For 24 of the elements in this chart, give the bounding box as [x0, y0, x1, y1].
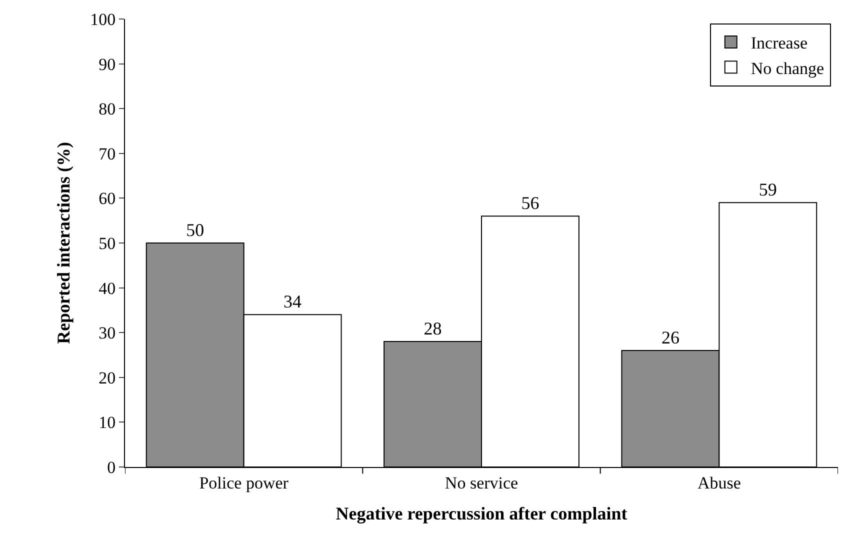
y-tick-label: 60 — [98, 189, 116, 208]
y-tick-label: 80 — [98, 100, 116, 119]
legend-label: No change — [750, 58, 824, 78]
data-label: 34 — [284, 292, 302, 312]
y-tick-label: 70 — [98, 144, 116, 164]
x-tick-label: Police power — [199, 473, 289, 492]
data-label: 26 — [661, 328, 680, 348]
y-tick-label: 40 — [98, 278, 116, 298]
data-label: 28 — [424, 318, 442, 339]
y-tick-label: 20 — [98, 368, 116, 388]
x-axis-title: Negative repercussion after complaint — [336, 504, 628, 524]
x-tick-label: No service — [444, 473, 518, 492]
y-tick-label: 90 — [98, 54, 116, 74]
data-label: 56 — [521, 193, 540, 214]
y-tick-label: 50 — [98, 234, 116, 253]
data-label: 59 — [758, 180, 777, 200]
data-label: 50 — [186, 220, 204, 240]
x-tick-label: Abuse — [697, 473, 741, 492]
y-tick-label: 0 — [107, 458, 116, 477]
legend-label: Increase — [750, 34, 808, 53]
y-axis-title: Reported interactions (%) — [53, 142, 74, 344]
y-tick-label: 100 — [90, 10, 116, 29]
y-tick-label: 10 — [98, 413, 116, 432]
y-tick-label: 30 — [98, 324, 116, 343]
